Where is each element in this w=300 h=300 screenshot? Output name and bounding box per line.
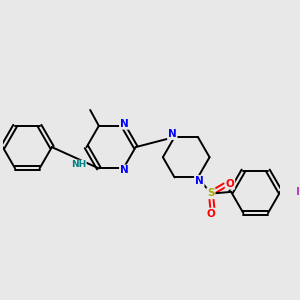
Text: N: N [195, 176, 204, 186]
Text: S: S [207, 188, 214, 198]
Text: O: O [206, 208, 215, 218]
Text: I: I [296, 187, 300, 197]
Text: N: N [168, 129, 177, 139]
Text: N: N [120, 165, 129, 176]
Text: N: N [120, 119, 129, 129]
Text: NH: NH [70, 160, 86, 169]
Text: O: O [226, 179, 234, 189]
